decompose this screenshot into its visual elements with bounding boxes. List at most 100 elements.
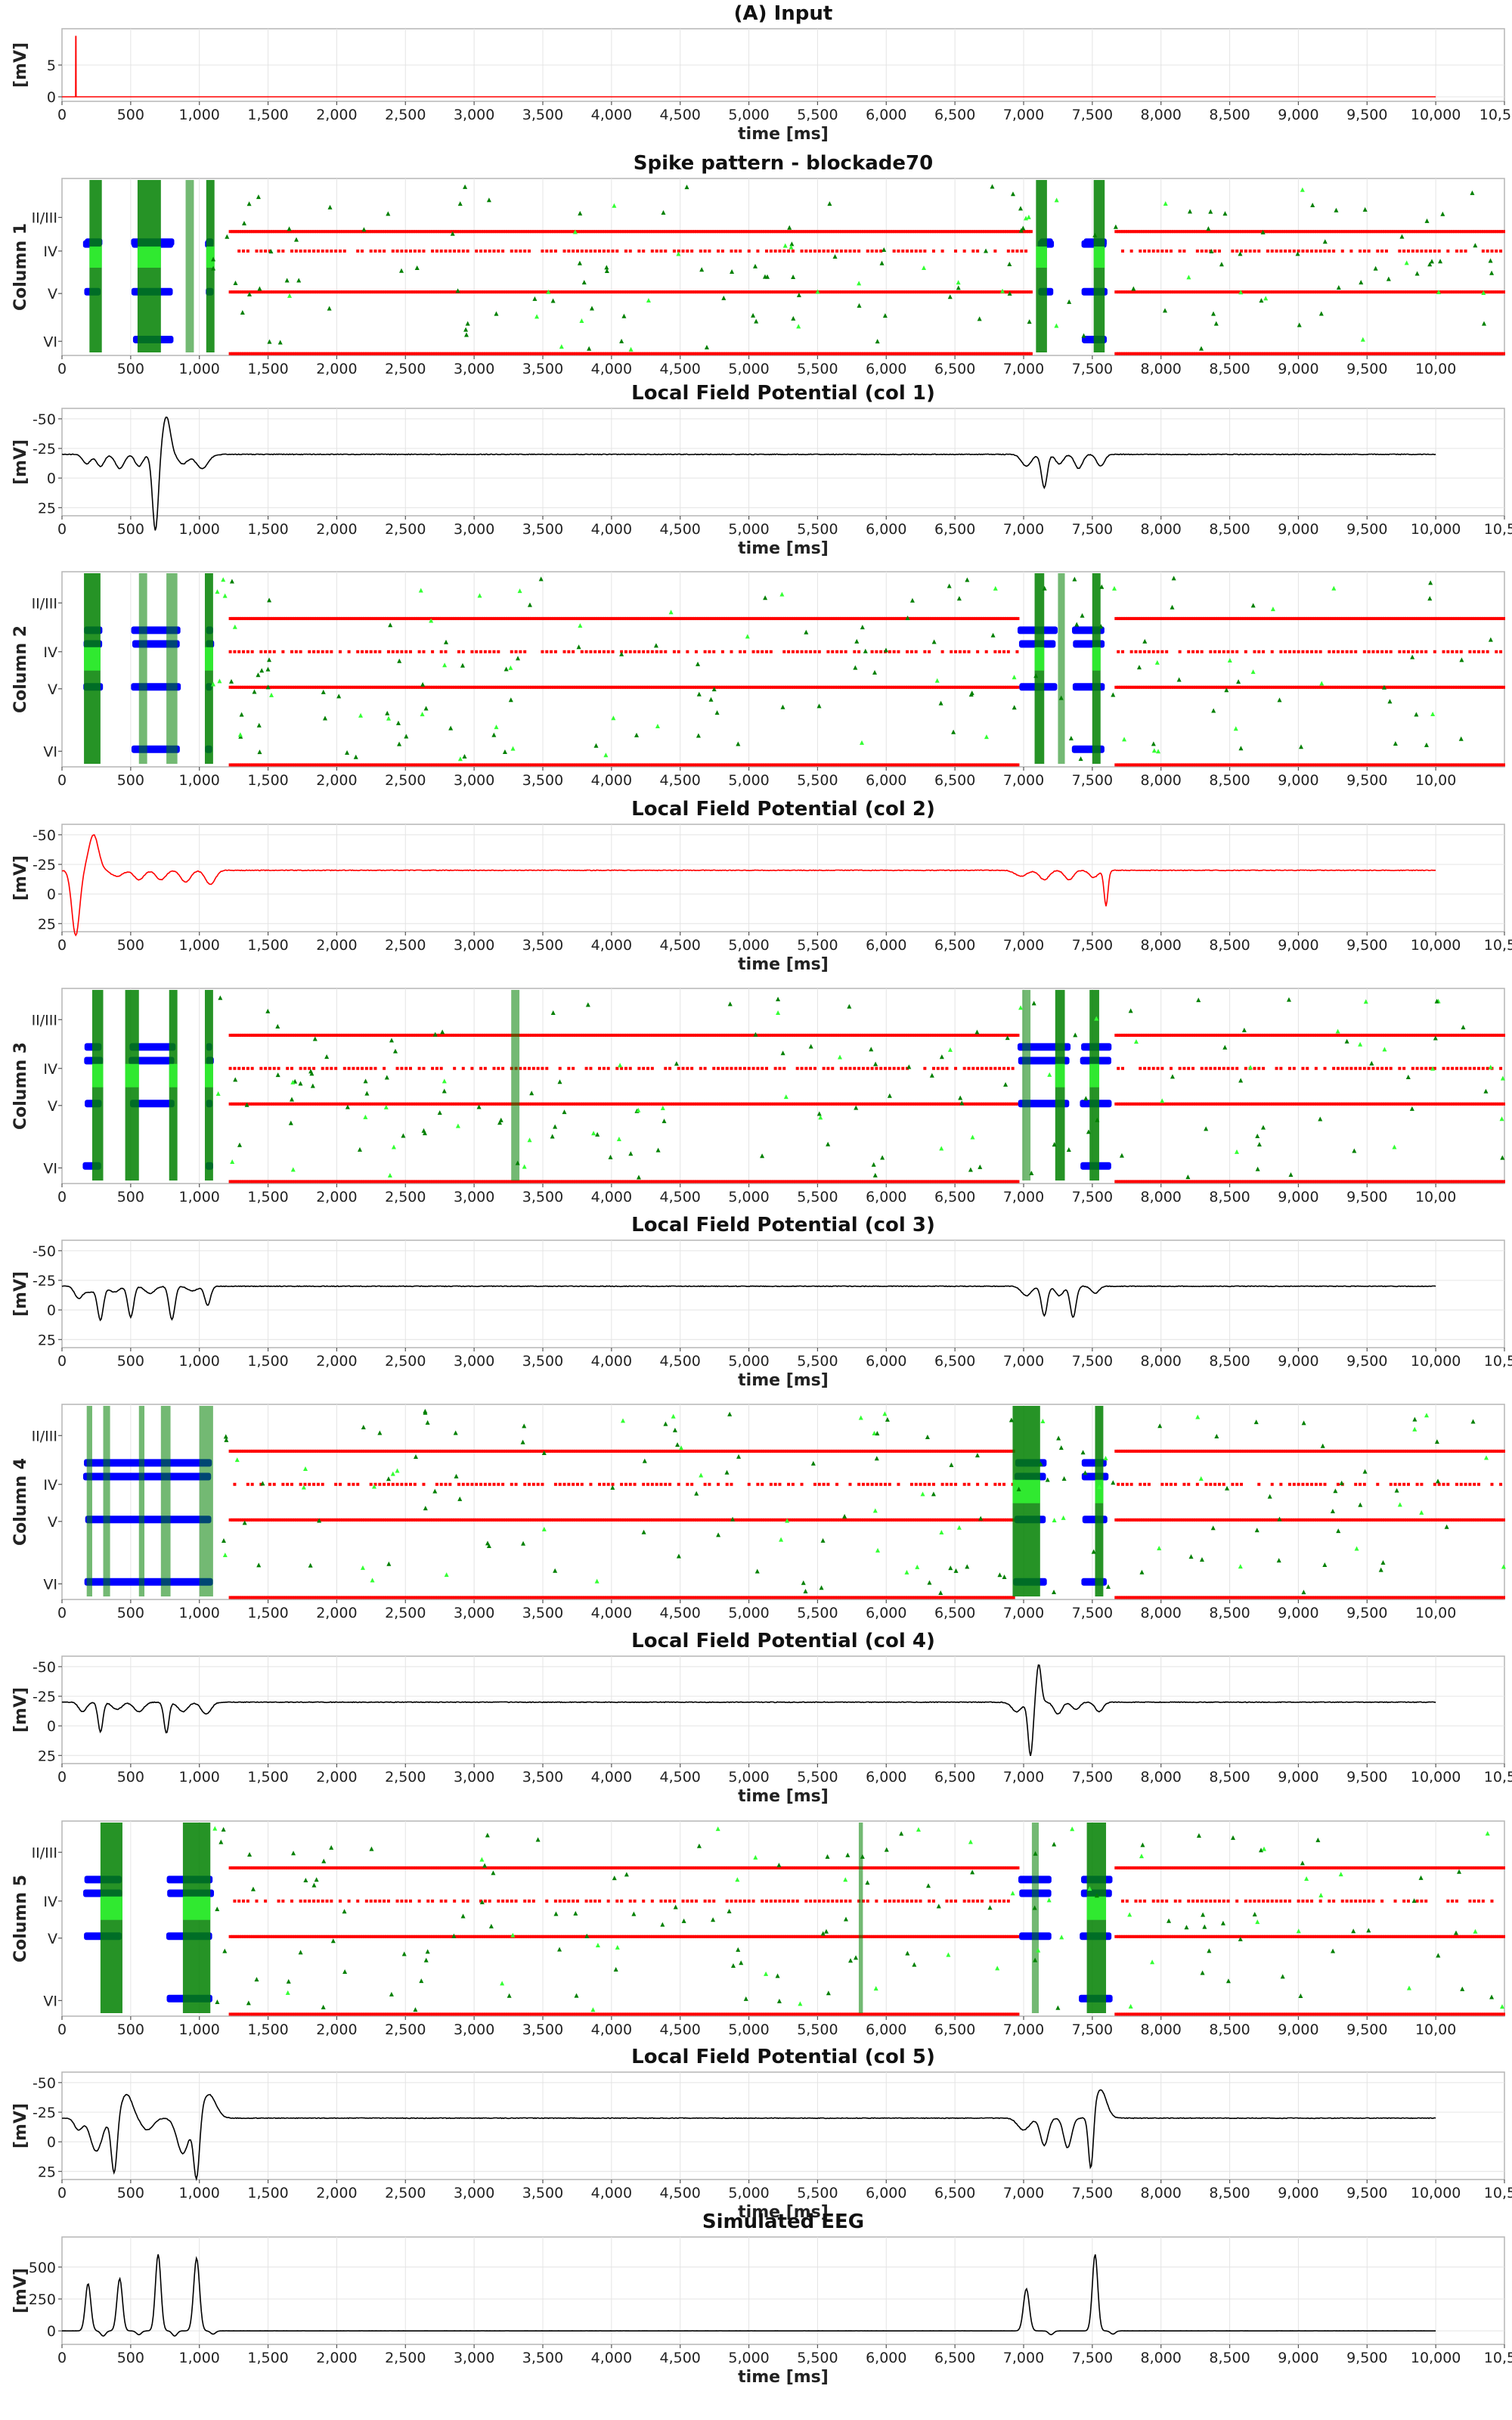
spike-dot xyxy=(1408,290,1413,294)
spike-dot xyxy=(325,249,329,253)
spike-dot xyxy=(1193,616,1198,620)
spike-dot xyxy=(567,352,572,355)
spike-dot xyxy=(488,352,492,355)
spike-dot xyxy=(1413,763,1418,767)
spike-dot xyxy=(1216,1033,1220,1037)
spike-dot xyxy=(956,1033,960,1037)
spike-dot xyxy=(967,616,971,620)
spike-dot xyxy=(373,352,378,355)
spike-triangle xyxy=(225,234,230,239)
spike-dot xyxy=(967,685,971,689)
spike-dot xyxy=(1202,616,1207,620)
x-tick-label: 4,000 xyxy=(591,107,632,123)
spike-dot xyxy=(1160,249,1164,253)
spike-dot xyxy=(1367,230,1371,234)
spike-dot xyxy=(670,616,674,620)
spike-triangle xyxy=(1489,270,1495,275)
spike-dot xyxy=(1402,1033,1407,1037)
spike-dot xyxy=(1427,230,1431,234)
spike-dot xyxy=(668,685,673,689)
spike-dot xyxy=(591,352,596,355)
spike-dot xyxy=(732,230,736,234)
spike-dot xyxy=(1198,1033,1202,1037)
spike-dot xyxy=(1415,763,1420,767)
spike-dot xyxy=(1310,763,1315,767)
spike-dot xyxy=(321,230,325,234)
spike-dot xyxy=(866,290,870,294)
spike-dot xyxy=(1253,1033,1257,1037)
spike-dot xyxy=(1173,230,1178,234)
spike-dot xyxy=(1336,650,1340,653)
spike-dot xyxy=(1411,290,1415,294)
spike-dot xyxy=(776,352,780,355)
spike-dot xyxy=(793,230,798,234)
spike-dot xyxy=(340,290,345,294)
spike-dot xyxy=(978,1033,983,1037)
spike-dot xyxy=(1158,352,1163,355)
spike-dot xyxy=(332,616,336,620)
spike-triangle xyxy=(1277,697,1282,703)
spike-dot xyxy=(802,1033,807,1037)
spike-dot xyxy=(1117,650,1120,653)
spike-dot xyxy=(829,616,833,620)
spike-dot xyxy=(1389,1033,1393,1037)
spike-dot xyxy=(1165,352,1170,355)
spike-dot xyxy=(1334,290,1339,294)
spike-triangle xyxy=(1163,308,1168,313)
spike-dot xyxy=(1290,1033,1294,1037)
spike-dot xyxy=(782,763,787,767)
spike-dot xyxy=(411,230,415,234)
spike-dot xyxy=(330,616,334,620)
spike-dot xyxy=(952,1033,956,1037)
spike-triangle xyxy=(242,220,247,225)
spike-dot xyxy=(395,685,400,689)
spike-dot xyxy=(1262,616,1266,620)
spike-dot xyxy=(505,1033,510,1037)
spike-dot xyxy=(468,685,472,689)
spike-dot xyxy=(485,616,490,620)
spike-dot xyxy=(281,230,286,234)
spike-dot xyxy=(411,763,415,767)
spike-dot xyxy=(1240,763,1244,767)
spike-dot xyxy=(692,763,697,767)
spike-dot xyxy=(395,249,399,253)
spike-dot xyxy=(1147,352,1151,355)
spike-dot xyxy=(1499,249,1503,253)
spike-dot xyxy=(560,352,565,355)
spike-dot xyxy=(1299,230,1303,234)
spike-dot xyxy=(1222,763,1226,767)
spike-dot xyxy=(976,352,981,355)
spike-dot xyxy=(398,763,402,767)
spike-dot xyxy=(965,1033,969,1037)
spike-dot xyxy=(1270,249,1274,253)
spike-dot xyxy=(681,763,686,767)
spike-dot xyxy=(567,290,572,294)
spike-dot xyxy=(936,763,940,767)
spike-dot xyxy=(1006,685,1011,689)
spike-dot xyxy=(240,290,244,294)
spike-dot xyxy=(813,763,817,767)
spike-dot xyxy=(1299,616,1303,620)
spike-dot xyxy=(272,616,277,620)
spike-dot xyxy=(279,763,284,767)
spike-dot xyxy=(257,1033,262,1037)
x-tick-label: 9,000 xyxy=(1278,937,1318,954)
spike-dot xyxy=(928,1033,932,1037)
spike-dot xyxy=(872,616,877,620)
spike-dot xyxy=(1439,352,1444,355)
spike-dot xyxy=(1011,249,1015,253)
spike-dot xyxy=(831,230,835,234)
spike-triangle xyxy=(1470,190,1475,195)
spike-dot xyxy=(800,230,804,234)
spike-dot xyxy=(1231,352,1235,355)
spike-dot xyxy=(1477,763,1482,767)
spike-dot xyxy=(1429,616,1433,620)
spike-dot xyxy=(879,1033,884,1037)
x-tick-label: 5,500 xyxy=(797,361,838,377)
spike-dot xyxy=(345,763,349,767)
spike-dot xyxy=(270,616,274,620)
spike-dot xyxy=(1262,650,1266,653)
spike-dot xyxy=(1453,290,1458,294)
spike-dot xyxy=(560,230,565,234)
spike-dot xyxy=(369,230,373,234)
